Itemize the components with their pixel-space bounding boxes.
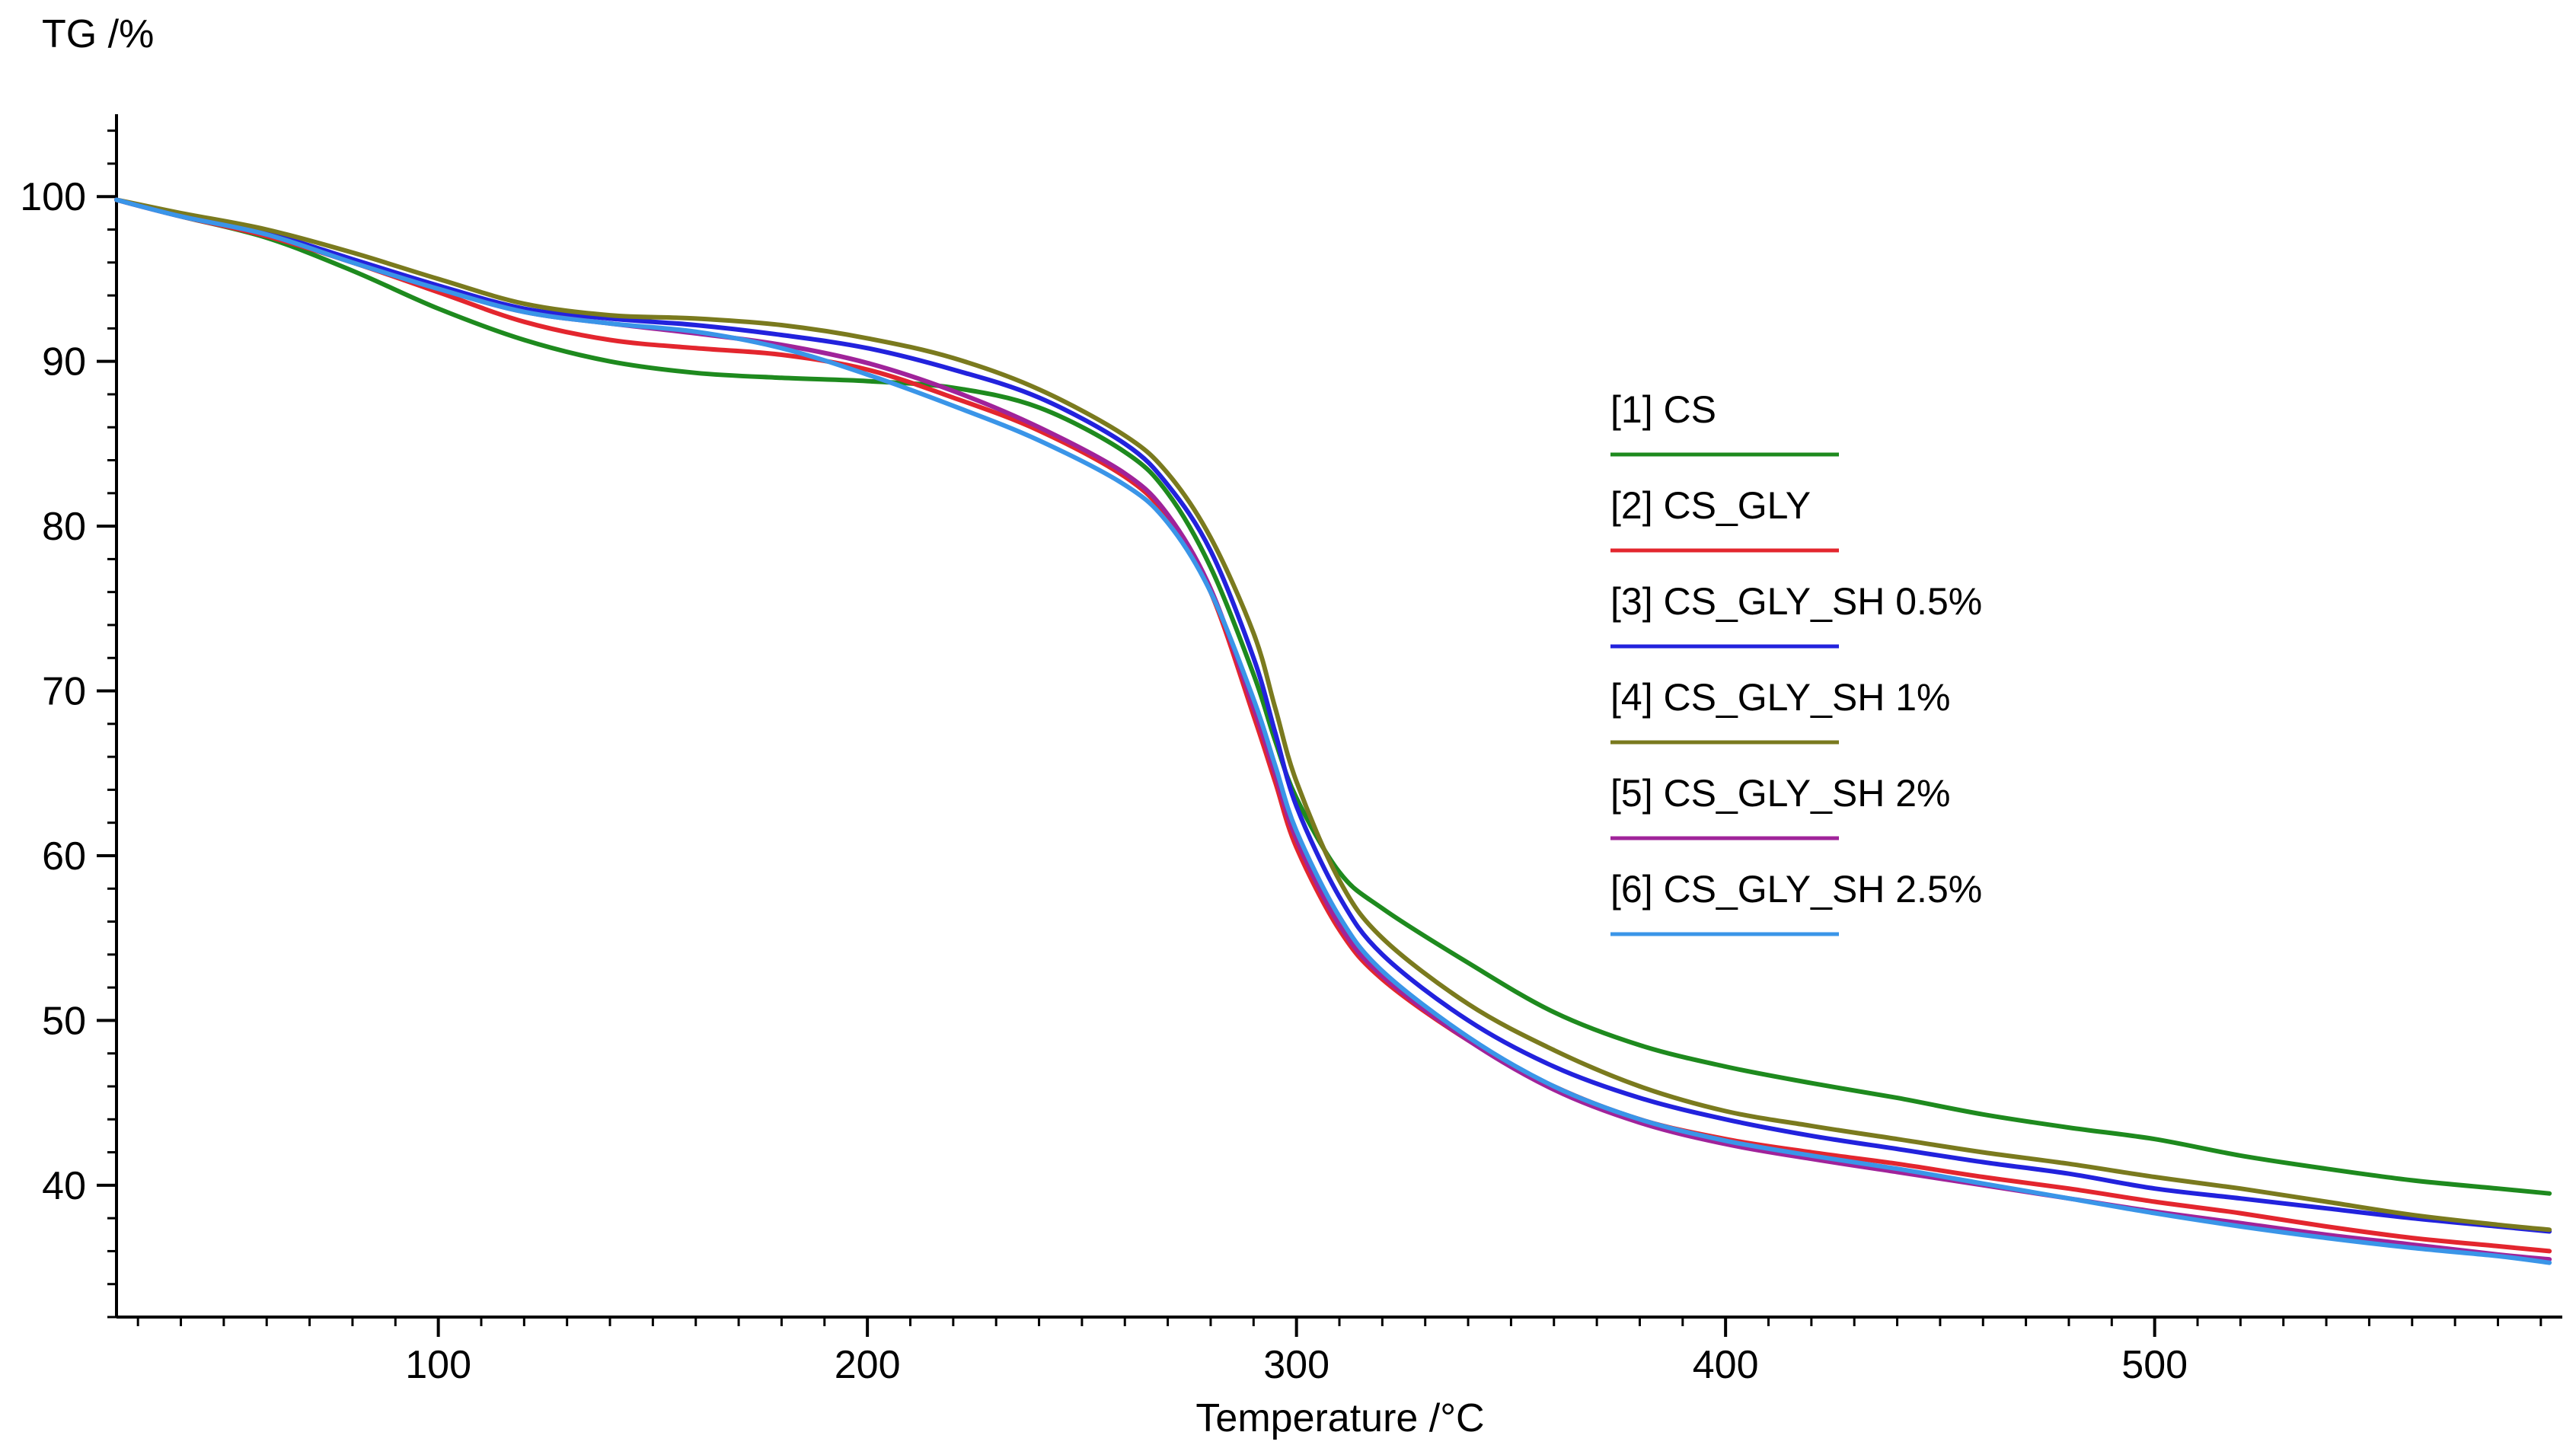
legend-label-2: [2] CS_GLY [1610, 484, 1811, 527]
series-layer [114, 197, 2552, 1265]
series-line-6 [114, 197, 2552, 1265]
series-line-2 [114, 197, 2552, 1254]
y-tick-label: 60 [42, 834, 86, 879]
y-axis-label: TG /% [42, 12, 154, 56]
legend-label-1: [1] CS [1610, 388, 1716, 431]
legend-label-4: [4] CS_GLY_SH 1% [1610, 676, 1951, 719]
legend-label-6: [6] CS_GLY_SH 2.5% [1610, 868, 1982, 911]
y-tick-label: 100 [20, 175, 86, 219]
legend: [1] CS [2] CS_GLY [3] CS_GLY_SH 0.5% [4] CS… [1610, 388, 1982, 936]
x-tick-label: 200 [835, 1343, 901, 1387]
x-tick-label: 100 [405, 1343, 471, 1387]
axes: 40 50 60 70 80 90 100 100 200 300 400 500 [20, 114, 2562, 1387]
legend-label-3: [3] CS_GLY_SH 0.5% [1610, 580, 1982, 623]
series-line-3 [114, 197, 2552, 1234]
legend-label-5: [5] CS_GLY_SH 2% [1610, 772, 1951, 815]
x-tick-label: 300 [1263, 1343, 1329, 1387]
y-tick-label: 50 [42, 999, 86, 1043]
y-tick-label: 80 [42, 505, 86, 549]
y-tick-label: 40 [42, 1164, 86, 1208]
y-tick-label: 90 [42, 340, 86, 384]
series-line-4 [114, 197, 2552, 1233]
x-axis-label: Temperature /°C [1195, 1396, 1484, 1440]
y-tick-label: 70 [42, 670, 86, 714]
x-tick-label: 400 [1693, 1343, 1759, 1387]
x-tick-label: 500 [2121, 1343, 2188, 1387]
